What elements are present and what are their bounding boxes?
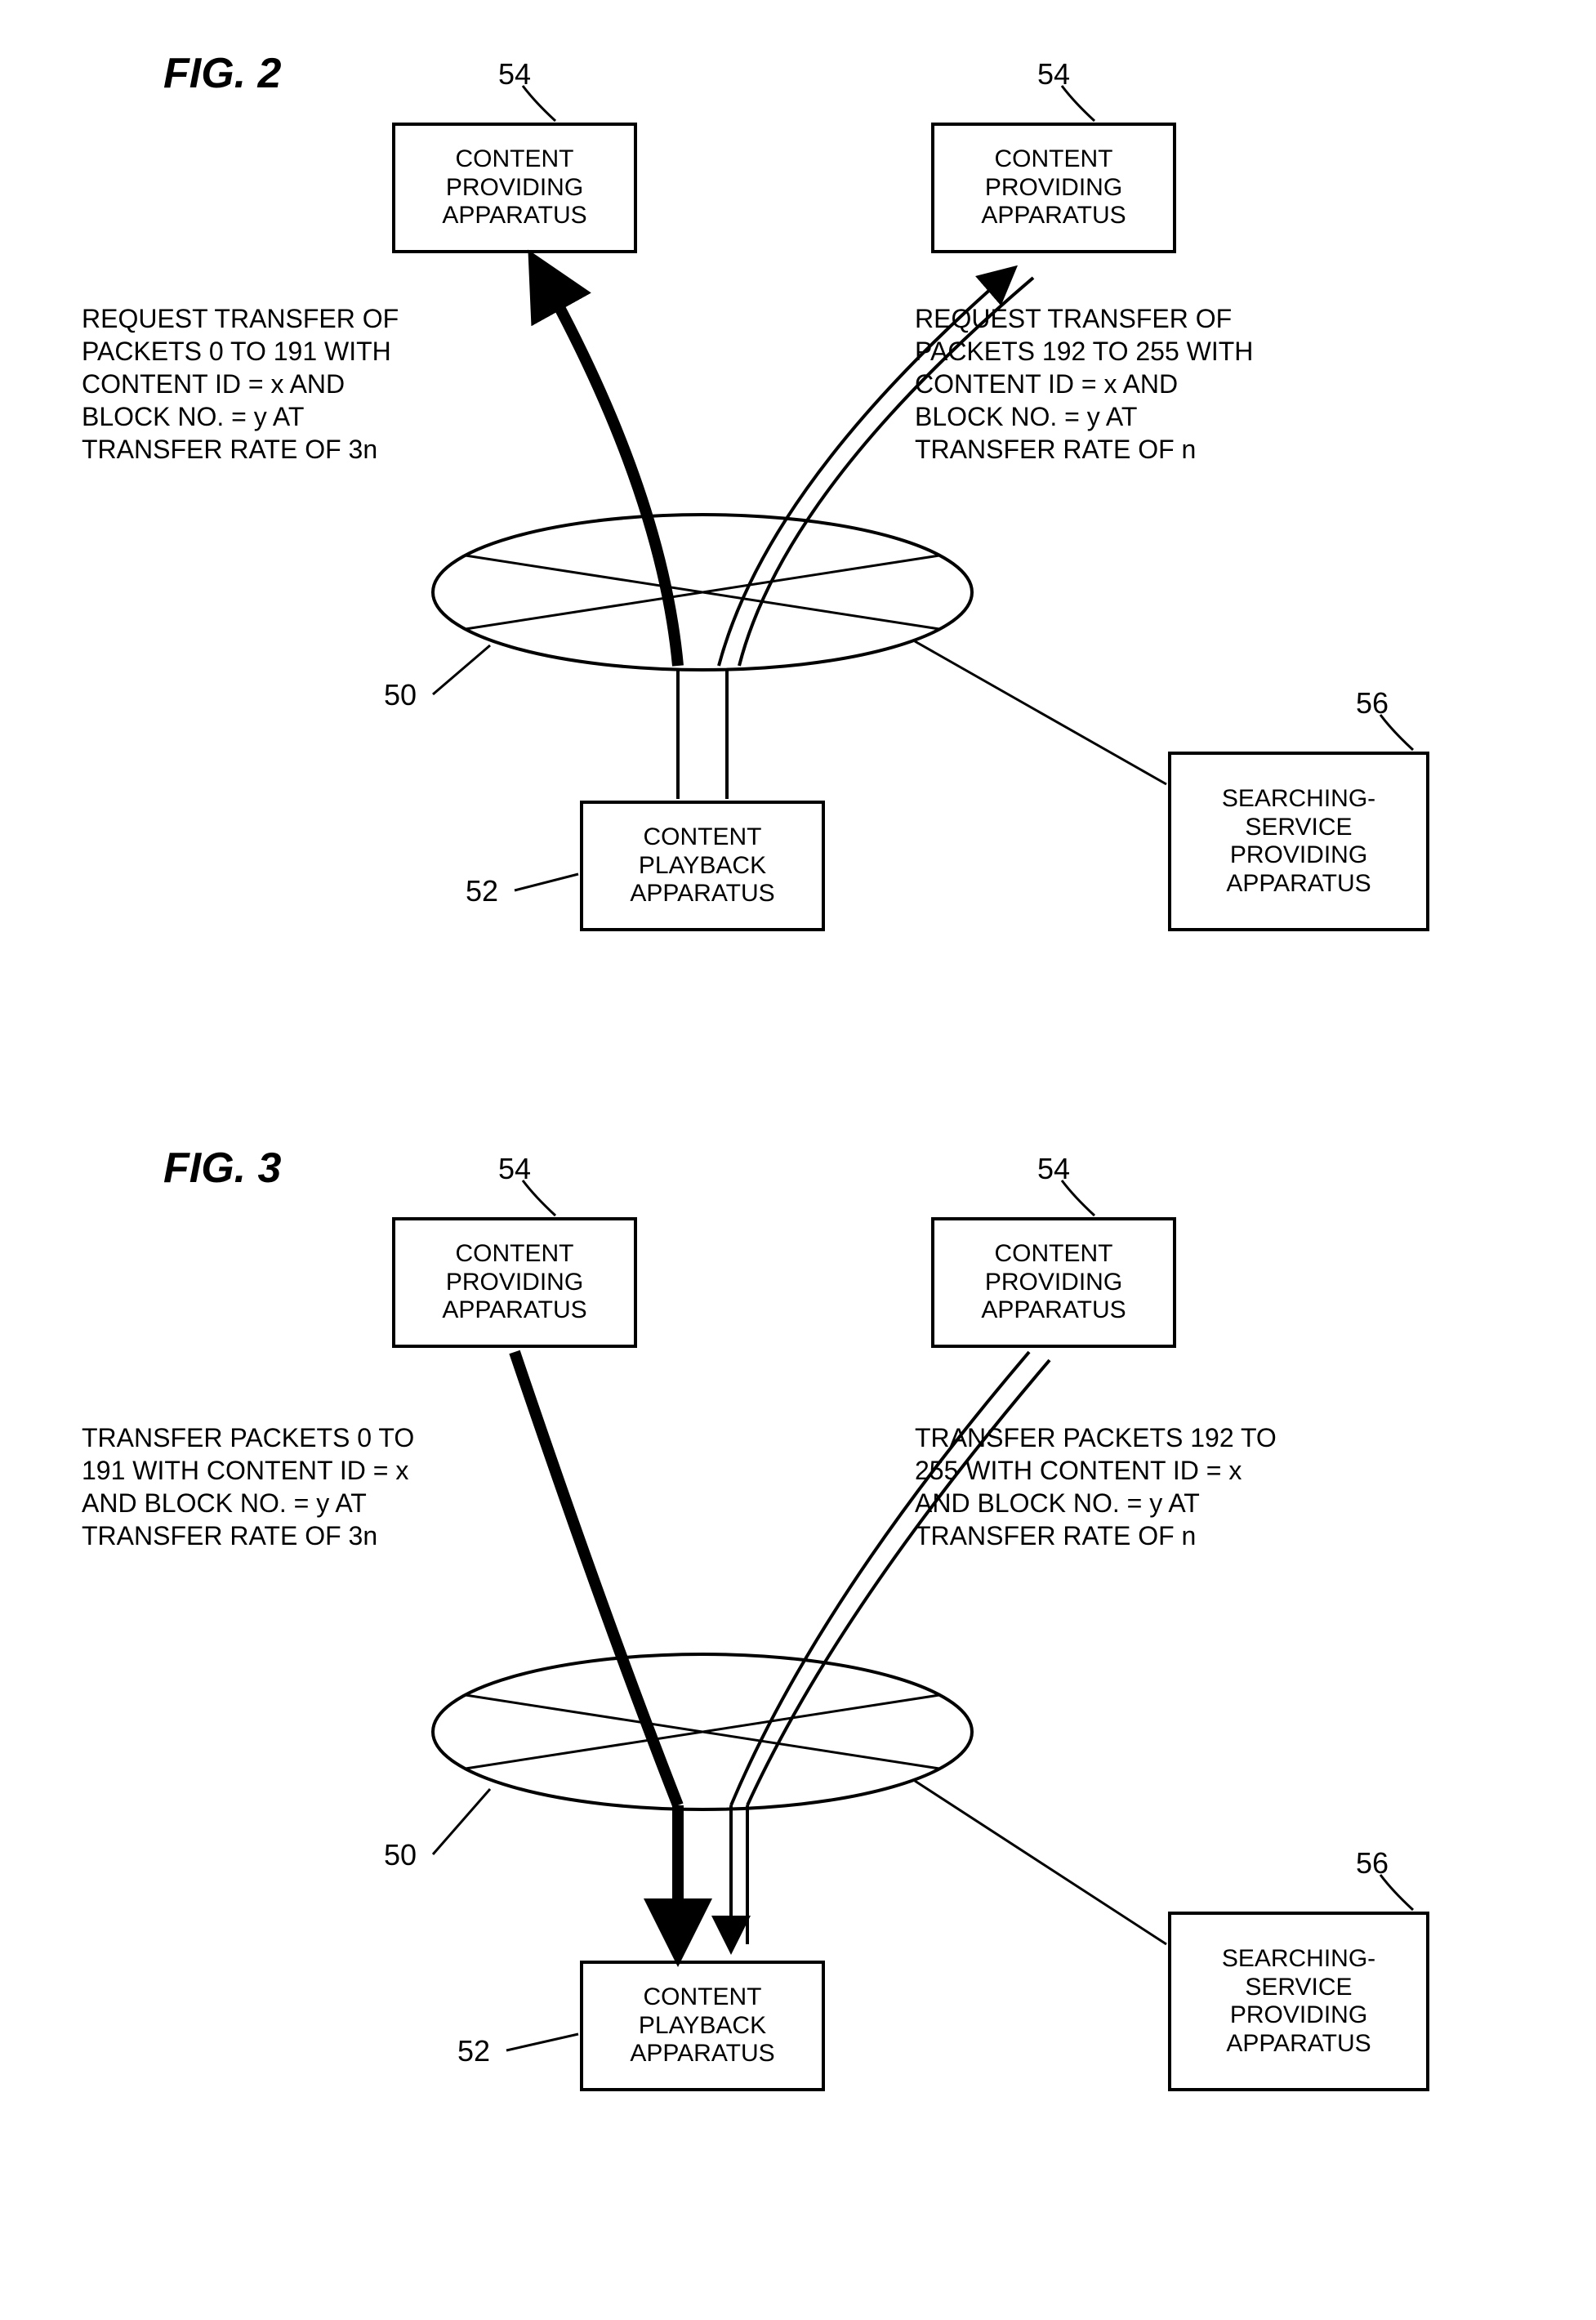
fig2-title: FIG. 2	[163, 49, 281, 98]
fig3-network-ref: 50	[384, 1838, 417, 1872]
fig2-playback-label: CONTENT PLAYBACK APPARATUS	[590, 823, 815, 908]
fig2-provider-right-box: CONTENT PROVIDING APPARATUS	[931, 123, 1176, 253]
fig2-playback-ref: 52	[466, 874, 498, 908]
fig3-provider-right-box: CONTENT PROVIDING APPARATUS	[931, 1217, 1176, 1348]
fig3-playback-box: CONTENT PLAYBACK APPARATUS	[580, 1961, 825, 2091]
fig3-provider-left-label: CONTENT PROVIDING APPARATUS	[402, 1240, 627, 1325]
fig2-playback-box: CONTENT PLAYBACK APPARATUS	[580, 801, 825, 931]
fig2-provider-right-ref: 54	[1037, 57, 1070, 91]
fig3-provider-left-ref: 54	[498, 1152, 531, 1186]
fig3-provider-left-box: CONTENT PROVIDING APPARATUS	[392, 1217, 637, 1348]
fig3-playback-ref: 52	[457, 2034, 490, 2068]
fig3-provider-right-ref: 54	[1037, 1152, 1070, 1186]
figure-3: FIG. 3 CONTENT PROVIDING APPARATUS 54 CO…	[33, 1127, 1563, 2222]
fig2-network-ref: 50	[384, 678, 417, 712]
fig2-searching-label: SEARCHING- SERVICE PROVIDING APPARATUS	[1178, 785, 1420, 898]
fig3-searching-box: SEARCHING- SERVICE PROVIDING APPARATUS	[1168, 1912, 1429, 2091]
fig2-text-left: REQUEST TRANSFER OF PACKETS 0 TO 191 WIT…	[82, 302, 399, 466]
fig3-text-left: TRANSFER PACKETS 0 TO 191 WITH CONTENT I…	[82, 1421, 414, 1552]
fig3-text-right: TRANSFER PACKETS 192 TO 255 WITH CONTENT…	[915, 1421, 1277, 1552]
fig2-text-right: REQUEST TRANSFER OF PACKETS 192 TO 255 W…	[915, 302, 1253, 466]
fig2-provider-left-label: CONTENT PROVIDING APPARATUS	[402, 145, 627, 230]
fig3-playback-label: CONTENT PLAYBACK APPARATUS	[590, 1983, 815, 2068]
fig2-provider-left-box: CONTENT PROVIDING APPARATUS	[392, 123, 637, 253]
fig3-searching-ref: 56	[1356, 1846, 1389, 1881]
fig2-searching-box: SEARCHING- SERVICE PROVIDING APPARATUS	[1168, 752, 1429, 931]
fig2-provider-right-label: CONTENT PROVIDING APPARATUS	[941, 145, 1166, 230]
fig2-searching-ref: 56	[1356, 686, 1389, 721]
fig3-title: FIG. 3	[163, 1144, 281, 1193]
fig3-searching-label: SEARCHING- SERVICE PROVIDING APPARATUS	[1178, 1945, 1420, 2058]
fig3-provider-right-label: CONTENT PROVIDING APPARATUS	[941, 1240, 1166, 1325]
fig2-provider-left-ref: 54	[498, 57, 531, 91]
figure-2: FIG. 2 CONTENT PROVIDING APPARATUS 54 CO…	[33, 33, 1563, 1062]
